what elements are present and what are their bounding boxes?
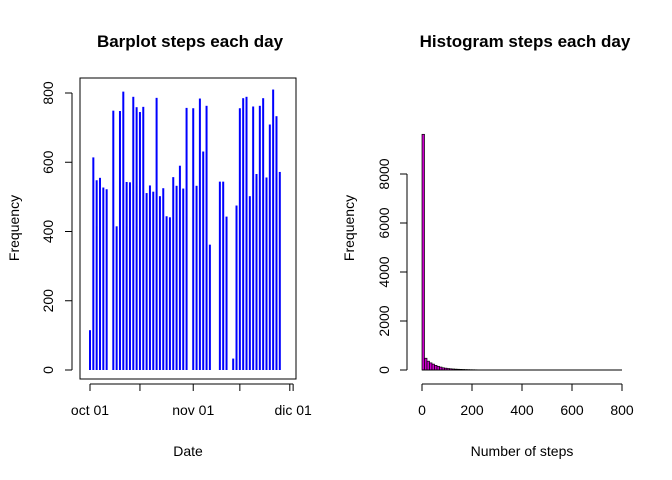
barplot-bar xyxy=(232,358,235,370)
histogram-x-tick-label: 200 xyxy=(460,402,484,418)
barplot-bar xyxy=(248,196,251,370)
histogram-y-tick-label: 4000 xyxy=(376,256,392,287)
histogram-y-tick-label: 8000 xyxy=(376,158,392,189)
barplot-bar xyxy=(272,89,275,370)
barplot-bar xyxy=(265,177,268,370)
barplot-y-tick-label: 600 xyxy=(40,150,56,174)
barplot-bar xyxy=(112,110,115,370)
barplot-bar xyxy=(165,216,168,370)
barplot-x-axis: oct 01 nov 01 dic 01 xyxy=(71,383,312,418)
barplot-bar xyxy=(92,157,95,370)
barplot-bar xyxy=(102,187,105,370)
barplot-bar xyxy=(192,108,195,371)
histogram-x-tick-label: 0 xyxy=(418,402,426,418)
histogram-bar xyxy=(421,133,425,371)
histogram-bar xyxy=(436,365,440,371)
barplot-title: Barplot steps each day xyxy=(97,32,284,51)
barplot-bar xyxy=(105,189,108,370)
histogram-bar xyxy=(426,360,430,371)
histogram-x-axis: 0 200 400 600 800 xyxy=(418,383,634,418)
barplot-y-label: Frequency xyxy=(6,195,22,261)
barplot-bar xyxy=(225,216,228,370)
barplot-bar xyxy=(148,185,151,370)
barplot-bar xyxy=(95,180,98,370)
barplot-bar xyxy=(172,177,175,370)
histogram-bar xyxy=(424,357,428,371)
barplot-bar xyxy=(155,97,158,370)
barplot-bar xyxy=(175,185,178,370)
barplot-bar xyxy=(195,185,198,370)
barplot-bar xyxy=(202,151,205,370)
barplot-bar xyxy=(218,181,221,370)
histogram-y-axis: 0 2000 4000 6000 8000 xyxy=(376,158,408,374)
barplot-bar xyxy=(235,205,238,370)
barplot-bar xyxy=(158,196,161,370)
barplot-y-tick-label: 400 xyxy=(40,220,56,244)
barplot-bar xyxy=(208,244,211,370)
barplot-bar xyxy=(142,106,145,370)
barplot-bar xyxy=(115,226,118,370)
barplot-bar xyxy=(185,107,188,370)
barplot-bar xyxy=(98,177,101,370)
barplot-y-tick-label: 800 xyxy=(40,81,56,105)
barplot-x-tick-label: dic 01 xyxy=(274,402,312,418)
barplot-bar xyxy=(245,96,248,370)
barplot-bar xyxy=(262,98,265,370)
histogram-panel: Histogram steps each day 020004000600080… xyxy=(341,32,634,459)
barplot-bar xyxy=(145,193,148,370)
barplot-bar xyxy=(122,91,125,371)
barplot-bar xyxy=(198,98,201,370)
barplot-bar xyxy=(118,111,121,370)
barplot-y-axis: 0 200 400 600 800 xyxy=(40,81,73,374)
histogram-x-label: Number of steps xyxy=(471,443,574,459)
barplot-bar xyxy=(162,188,165,370)
barplot-bar xyxy=(205,105,208,370)
histogram-bar xyxy=(434,365,438,371)
barplot-bar xyxy=(125,181,128,370)
barplot-bar xyxy=(255,174,258,370)
barplot-y-tick-label: 200 xyxy=(40,289,56,313)
barplot-bar xyxy=(268,124,271,370)
barplot-x-tick-label: oct 01 xyxy=(71,402,109,418)
barplot-bar xyxy=(278,171,281,370)
barplot-bar xyxy=(258,105,261,370)
histogram-y-label: Frequency xyxy=(341,195,357,261)
barplot-bar xyxy=(152,191,155,370)
histogram-bars xyxy=(421,133,622,371)
barplot-y-tick-label: 0 xyxy=(40,366,56,374)
barplot-bar xyxy=(238,108,241,371)
histogram-bar xyxy=(431,363,435,371)
barplot-x-label: Date xyxy=(173,443,203,459)
histogram-bar xyxy=(429,362,433,371)
barplot-bar xyxy=(182,188,185,370)
histogram-y-tick-label: 2000 xyxy=(376,305,392,336)
histogram-y-tick-label: 0 xyxy=(376,366,392,374)
barplot-bar xyxy=(275,116,278,370)
barplot-plot-box xyxy=(79,77,297,380)
barplot-bar xyxy=(135,107,138,370)
barplot-bar xyxy=(168,217,171,370)
histogram-x-tick-label: 600 xyxy=(560,402,584,418)
barplot-bar xyxy=(222,181,225,370)
barplot-panel: Barplot steps each day 0 200 400 600 800 oct… xyxy=(6,32,312,459)
barplot-bar xyxy=(138,112,141,370)
barplot-bar xyxy=(178,165,181,370)
barplot-x-tick-label: nov 01 xyxy=(172,402,214,418)
barplot-bar xyxy=(242,98,245,370)
barplot-bar xyxy=(132,96,135,370)
barplot-bar xyxy=(89,330,91,370)
barplot-bar xyxy=(128,182,131,370)
barplot-bar xyxy=(252,106,255,370)
barplot-bars xyxy=(89,89,281,371)
histogram-title: Histogram steps each day xyxy=(420,32,631,51)
histogram-x-tick-label: 800 xyxy=(610,402,634,418)
histogram-x-tick-label: 400 xyxy=(510,402,534,418)
histogram-y-tick-label: 6000 xyxy=(376,207,392,238)
